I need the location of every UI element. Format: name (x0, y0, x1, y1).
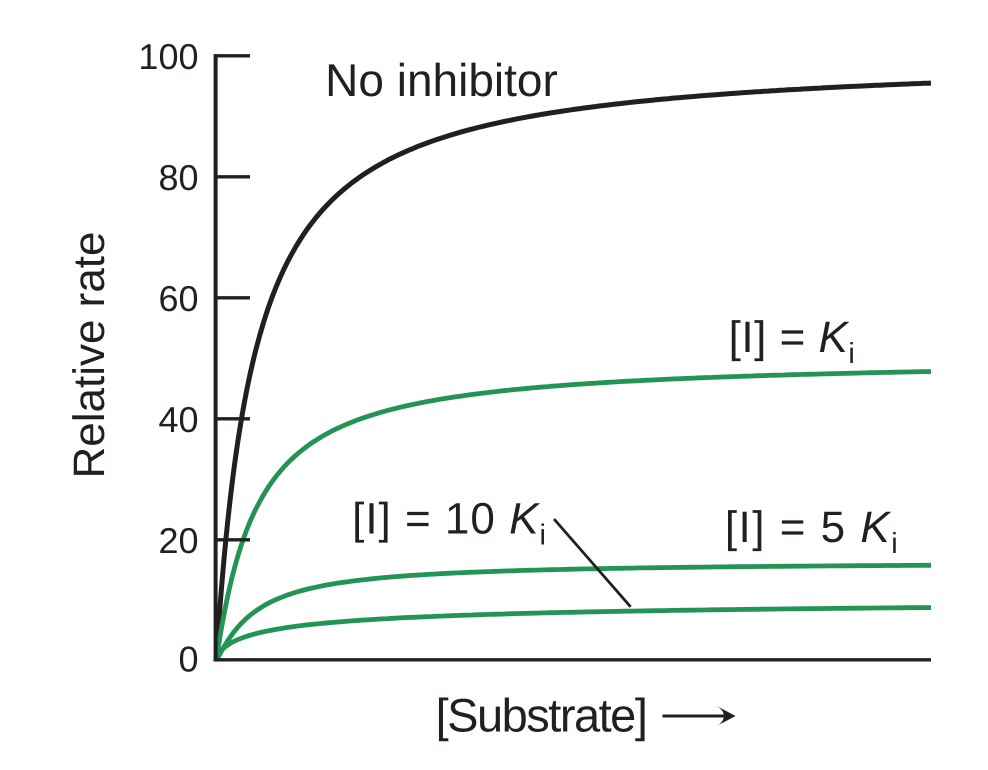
svg-text:80: 80 (158, 157, 198, 198)
svg-text:No inhibitor: No inhibitor (325, 54, 558, 106)
svg-text:[I] = Ki: [I] = Ki (729, 313, 856, 370)
svg-text:Relative rate: Relative rate (65, 231, 114, 478)
svg-text:20: 20 (158, 520, 198, 561)
svg-text:100: 100 (138, 36, 198, 77)
svg-text:60: 60 (158, 278, 198, 319)
svg-text:[I] = 10 Ki: [I] = 10 Ki (352, 495, 547, 552)
svg-text:40: 40 (158, 399, 198, 440)
svg-text:[Substrate]: [Substrate] (436, 689, 647, 742)
svg-text:0: 0 (178, 639, 198, 680)
svg-text:[I] = 5 Ki: [I] = 5 Ki (725, 503, 899, 560)
